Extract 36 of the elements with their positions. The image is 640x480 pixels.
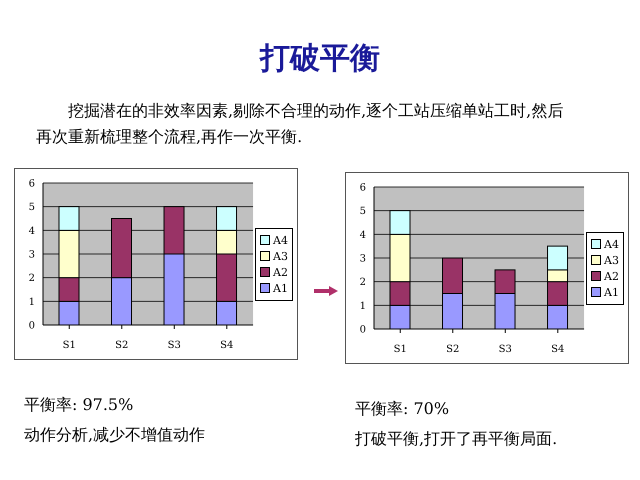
legend-label: A2 [273,266,288,278]
x-tick-label: S3 [498,344,512,356]
y-tick-label: 1 [28,296,35,308]
legend-label: A1 [273,282,288,294]
y-tick-label: 1 [360,300,366,312]
x-tick-label: S4 [551,344,564,356]
y-tick-label: 5 [360,206,366,218]
x-tick-label: S2 [446,344,460,356]
x-tick-label: S1 [394,344,407,356]
text: 打破平衡,打开了再平衡局面. [355,428,558,450]
legend-label: A2 [604,270,619,282]
text: 平衡率: 97.5% [24,394,134,416]
y-tick-label: 4 [360,230,366,241]
y-tick-label: 6 [28,178,35,190]
y-tick-label: 4 [28,226,35,237]
text: 平衡率: 70% [355,398,450,420]
y-tick-label: 6 [360,182,366,194]
legend-label: A3 [604,254,619,266]
x-tick-label: S2 [115,340,128,352]
text: 动作分析,减少不增值动作 [24,424,206,446]
y-tick-label: 3 [360,254,366,265]
legend-label: A4 [273,234,288,246]
legend-label: A1 [604,286,619,298]
text: 打破平衡 [258,40,381,78]
legend-label: A4 [604,238,619,250]
y-tick-label: 2 [360,277,366,288]
y-tick-label: 0 [360,324,366,336]
y-tick-label: 0 [28,320,35,332]
text: 挖掘潜在的非效率因素,剔除不合理的动作,逐个工站压缩单站工时,然后再次重新梳理整个流程,再作一次平衡. [36,100,564,148]
y-tick-label: 2 [28,273,35,284]
y-tick-label: 5 [28,202,35,214]
legend-label: A3 [273,250,288,262]
x-tick-label: S3 [168,340,181,352]
y-tick-label: 3 [28,250,35,261]
x-tick-label: S1 [62,340,76,352]
x-tick-label: S4 [220,340,234,352]
